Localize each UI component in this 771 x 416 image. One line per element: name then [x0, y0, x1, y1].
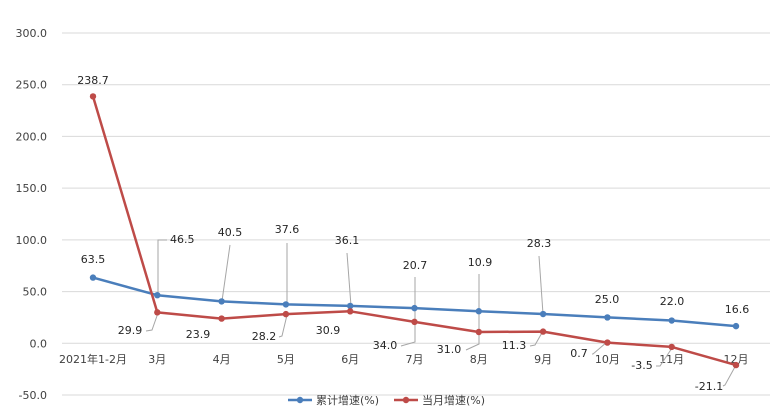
legend: 累计增速(%) 当月增速(%) — [288, 393, 485, 407]
data-point — [89, 93, 97, 100]
y-tick-label: 150.0 — [16, 182, 48, 195]
legend-label: 累计增速(%) — [316, 393, 379, 407]
data-point — [411, 318, 418, 326]
data-label: 16.6 — [725, 303, 750, 316]
data-label: 0.7 — [570, 347, 588, 360]
data-label: 37.6 — [275, 223, 300, 236]
x-tick-label: 4月 — [213, 353, 231, 366]
data-point — [347, 308, 354, 315]
data-label: 46.5 — [170, 233, 195, 246]
gridlines — [62, 32, 770, 396]
x-tick-label: 10月 — [595, 353, 620, 366]
y-tick-label: 300.0 — [16, 27, 48, 40]
x-tick-label: 2021年1-2月 — [59, 352, 127, 366]
data-point — [668, 317, 675, 324]
data-point — [604, 339, 611, 346]
data-point — [539, 328, 547, 335]
y-tick-label: -50.0 — [19, 389, 47, 402]
data-point — [282, 301, 290, 308]
data-point — [539, 310, 547, 318]
data-point — [154, 291, 161, 299]
label-leader-line — [592, 341, 608, 355]
data-label: 30.9 — [316, 324, 341, 337]
label-leader-line — [346, 252, 352, 307]
label-leader-line — [538, 255, 544, 315]
x-axis: 2021年1-2月 3月 4月 5月 6月 7月 8月 9月 10月 11月 12月 — [59, 352, 748, 366]
data-point — [154, 309, 161, 316]
data-point — [411, 304, 418, 312]
y-tick-label: 0.0 — [30, 337, 48, 350]
data-label: 40.5 — [218, 226, 243, 239]
x-tick-label: 9月 — [534, 353, 552, 366]
data-label: 238.7 — [77, 74, 109, 87]
data-label: 20.7 — [403, 259, 428, 272]
data-labels: 63.5 46.5 40.5 37.6 36.1 34.0 31.0 28.3 25.0 22.0… — [77, 74, 749, 393]
y-tick-label: 200.0 — [16, 130, 48, 143]
data-point — [732, 322, 740, 330]
data-label: 10.9 — [468, 256, 493, 269]
data-point — [475, 308, 482, 315]
y-tick-label: 100.0 — [16, 234, 48, 247]
x-tick-label: 8月 — [470, 353, 488, 366]
label-leader-line — [656, 347, 673, 367]
data-label: 31.0 — [437, 343, 462, 356]
legend-marker — [402, 396, 410, 404]
x-tick-label: 3月 — [148, 353, 166, 366]
data-label: 63.5 — [81, 253, 106, 266]
data-label: -3.5 — [631, 359, 652, 372]
data-point — [668, 343, 675, 351]
label-leader-line — [278, 314, 288, 338]
data-point — [218, 298, 225, 305]
data-label: 25.0 — [595, 293, 620, 306]
data-point — [732, 361, 740, 369]
data-label: 22.0 — [660, 295, 685, 308]
y-axis: 300.0 250.0 200.0 150.0 100.0 50.0 0.0 -50.0 — [16, 27, 48, 402]
data-label: -21.1 — [695, 380, 723, 393]
x-tick-label: 5月 — [277, 353, 295, 366]
label-leader-line — [157, 239, 167, 296]
data-label: 36.1 — [335, 234, 360, 247]
y-tick-label: 50.0 — [23, 286, 48, 299]
label-leader-line — [722, 364, 737, 387]
data-point — [282, 310, 290, 318]
label-leader-line — [145, 312, 159, 332]
data-label: 29.9 — [118, 324, 143, 337]
series-points — [89, 93, 740, 369]
x-tick-label: 11月 — [659, 353, 684, 366]
y-tick-label: 250.0 — [16, 79, 48, 92]
data-point — [89, 274, 97, 281]
x-tick-label: 6月 — [341, 353, 359, 366]
label-leader-line — [221, 244, 231, 302]
data-label: 28.3 — [527, 237, 552, 250]
data-label: 11.3 — [502, 339, 527, 352]
data-point — [347, 302, 354, 310]
data-point — [604, 314, 611, 321]
legend-marker — [296, 396, 304, 404]
legend-label: 当月增速(%) — [422, 393, 485, 407]
x-tick-label: 7月 — [406, 353, 424, 366]
data-label: 28.2 — [252, 330, 277, 343]
data-label: 23.9 — [186, 328, 211, 341]
label-leader-line — [529, 330, 544, 347]
label-leader-line — [400, 308, 416, 347]
data-point — [475, 328, 482, 336]
data-point — [218, 315, 225, 322]
data-label: 34.0 — [373, 339, 398, 352]
